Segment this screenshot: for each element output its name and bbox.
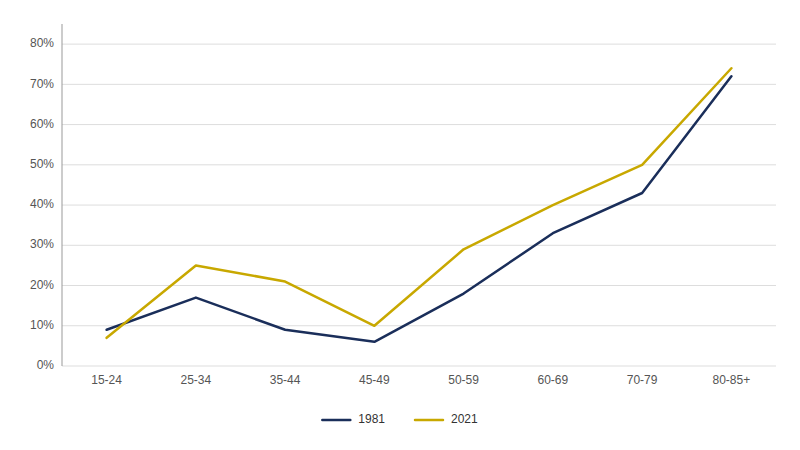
y-tick-label: 10%: [30, 318, 54, 332]
x-tick-label: 80-85+: [713, 373, 751, 387]
grid-line: [62, 205, 776, 206]
y-tick-label: 60%: [30, 117, 54, 131]
grid: [62, 44, 776, 366]
grid-line: [62, 366, 776, 367]
x-tick-label: 45-49: [359, 373, 390, 387]
legend-swatch: [322, 419, 350, 422]
x-tick-label: 60-69: [538, 373, 569, 387]
legend-label: 1981: [358, 412, 385, 426]
x-tick-label: 35-44: [270, 373, 301, 387]
series-line: [107, 76, 732, 342]
legend-item: 1981: [322, 412, 385, 426]
x-tick-label: 15-24: [91, 373, 122, 387]
y-tick-label: 20%: [30, 278, 54, 292]
y-tick-label: 70%: [30, 77, 54, 91]
grid-line: [62, 124, 776, 125]
y-axis: 0% 10% 20% 30% 40% 50% 60% 70% 80%: [30, 36, 54, 372]
x-axis: 15-24 25-34 35-44 45-49 50-59 60-69 70-79 80-85…: [91, 373, 750, 387]
grid-line: [62, 245, 776, 246]
legend-label: 2021: [451, 412, 478, 426]
grid-line: [62, 325, 776, 326]
x-tick-label: 50-59: [448, 373, 479, 387]
legend-item: 2021: [415, 412, 478, 426]
grid-line: [62, 44, 776, 45]
chart: 0% 10% 20% 30% 40% 50% 60% 70% 80% 15-24 25-34 35-4…: [0, 0, 800, 450]
y-tick-label: 80%: [30, 36, 54, 50]
x-tick-label: 25-34: [181, 373, 212, 387]
legend: 1981 2021: [322, 412, 478, 426]
y-tick-label: 0%: [37, 358, 55, 372]
y-tick-label: 40%: [30, 197, 54, 211]
x-tick-label: 70-79: [627, 373, 658, 387]
plot-area: [107, 68, 732, 342]
grid-line: [62, 84, 776, 85]
grid-line: [62, 164, 776, 165]
y-axis-line: [62, 24, 63, 366]
series-line: [107, 68, 732, 338]
legend-swatch: [415, 419, 443, 422]
y-tick-label: 30%: [30, 237, 54, 251]
y-tick-label: 50%: [30, 157, 54, 171]
